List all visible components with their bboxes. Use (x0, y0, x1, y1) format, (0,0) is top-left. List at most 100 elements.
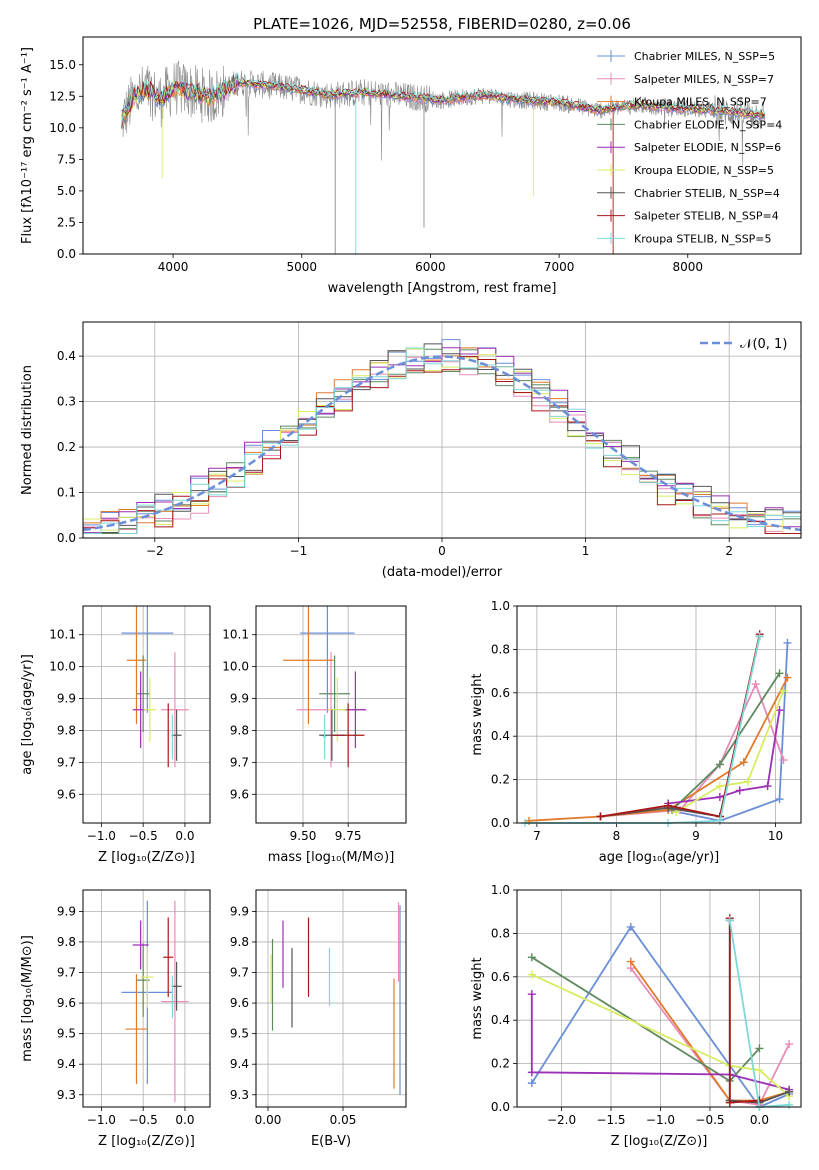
x-tick-label: −0.5 (129, 1113, 158, 1127)
x-tick-label: 8 (613, 829, 621, 843)
x-axis-label: E(B-V) (311, 1134, 351, 1149)
y-axis-label: age [log₁₀(age/yr)] (20, 654, 35, 775)
y-tick-label: 0.2 (57, 440, 76, 454)
mass-weight-point (751, 680, 760, 689)
residual-histogram: −2 −1 0 1 2 0.0 0.1 0.2 0.3 0.4 (data-model)/error… (20, 321, 802, 580)
y-tick-label: 0.6 (491, 686, 510, 700)
y-axis-label: mass weight (470, 673, 485, 755)
x-tick-label: 2 (725, 544, 733, 558)
legend-entry: Salpeter MILES, N_SSP=7 (634, 73, 774, 86)
x-tick-label: 6000 (415, 260, 446, 274)
figure-title: PLATE=1026, MJD=52558, FIBERID=0280, z=0… (253, 15, 631, 33)
x-tick-label: 0 (438, 544, 446, 558)
x-tick-label: 9.75 (335, 829, 362, 843)
mass-weight-point (763, 782, 772, 791)
legend-entry: Kroupa MILES, N_SSP=7 (634, 96, 767, 109)
y-tick-label: 0.4 (491, 1013, 510, 1027)
axes-frame (516, 605, 802, 824)
x-axis-label: wavelength [Angstrom, rest frame] (328, 281, 557, 296)
x-tick-label: 0.05 (330, 1113, 357, 1127)
mass-weight-series (531, 956, 761, 1083)
mass-weight-point (664, 801, 673, 810)
x-tick-label: 1 (582, 544, 590, 558)
mass-weight-point (743, 777, 752, 786)
mass-weight-point (596, 812, 605, 821)
y-tick-label: 10.1 (222, 628, 249, 642)
y-tick-label: 0.2 (491, 1057, 510, 1071)
mass-weight-point (735, 786, 744, 795)
mass-weight-point (775, 706, 784, 715)
y-tick-label: 0.3 (57, 395, 76, 409)
x-tick-label: −0.5 (129, 829, 158, 843)
x-tick-label: −1.0 (87, 1113, 116, 1127)
mass-weight-series (530, 994, 790, 1091)
x-tick-label: 10 (768, 829, 783, 843)
histogram-series (82, 348, 802, 538)
y-tick-label: 0.0 (57, 531, 76, 545)
x-tick-label: 4000 (158, 260, 189, 274)
errorbar-chart-5: −1.0 −0.5 0.0 9.3 9.4 9.5 9.6 9.7 9.8 9.9 Z [log₁₀… (20, 889, 211, 1149)
x-axis-label: Z [log₁₀(Z/Z⊙)] (98, 1134, 195, 1149)
y-tick-label: 9.7 (57, 755, 76, 769)
mass-weight-point (785, 1087, 794, 1096)
mass-weight-point (527, 970, 536, 979)
x-axis-label: age [log₁₀(age/yr)] (599, 850, 720, 865)
mass-weight-point (527, 953, 536, 962)
mass-weight-point (725, 1098, 734, 1107)
x-tick-label: 0.0 (750, 1113, 769, 1127)
mass-weight-point (783, 638, 792, 647)
spectrum-plot-area (121, 60, 766, 254)
legend-entry: Salpeter ELODIE, N_SSP=6 (634, 141, 781, 154)
y-tick-label: 0.0 (57, 247, 76, 261)
axes-frame (255, 889, 407, 1108)
x-tick-label: 5000 (286, 260, 317, 274)
y-tick-label: 2.5 (57, 215, 76, 229)
y-tick-label: 15.0 (49, 58, 76, 72)
mass-weight-series (531, 973, 790, 1097)
y-tick-label: 0.1 (57, 486, 76, 500)
y-tick-label: 9.9 (57, 904, 76, 918)
mass-weight-point (755, 1066, 764, 1075)
mass-weight-series (630, 967, 790, 1106)
y-tick-label: 9.5 (57, 1027, 76, 1041)
y-tick-label: 10.0 (222, 660, 249, 674)
mass-weight-series (531, 925, 790, 1109)
mass-weight-point (715, 792, 724, 801)
mass-weight-series (600, 681, 785, 818)
x-tick-label: −1.5 (596, 1113, 625, 1127)
y-tick-label: 10.0 (49, 660, 76, 674)
spectrum-model-line (121, 72, 766, 124)
x-tick-label: 0.00 (255, 1113, 282, 1127)
y-tick-label: 9.9 (57, 692, 76, 706)
y-tick-label: 1.0 (491, 883, 510, 897)
mass-weight-point (785, 1040, 794, 1049)
x-tick-label: 0.0 (175, 829, 194, 843)
mass-weight-point (785, 1100, 794, 1109)
mass-weight-point (775, 795, 784, 804)
y-tick-label: 9.4 (57, 1057, 76, 1071)
x-tick-label: 8000 (672, 260, 703, 274)
mass-weight-series (630, 961, 790, 1102)
mass-weight-point (715, 760, 724, 769)
mass-weight-point (779, 756, 788, 765)
mass-weight-series (667, 642, 789, 822)
axes-frame (82, 36, 802, 255)
y-tick-label: 10.1 (49, 628, 76, 642)
x-tick-label: −1 (290, 544, 308, 558)
y-axis-label: Normed distribution (20, 365, 35, 495)
mass-weight-point (527, 1079, 536, 1088)
x-tick-label: −1.0 (87, 829, 116, 843)
histogram-series (82, 356, 802, 538)
y-tick-label: 0.4 (491, 729, 510, 743)
axes-frame (82, 605, 211, 824)
x-tick-label: 7000 (544, 260, 575, 274)
mass-weight-point (783, 673, 792, 682)
x-axis-label: Z [log₁₀(Z/Z⊙)] (611, 1134, 708, 1149)
y-tick-label: 10.0 (49, 121, 76, 135)
plot-area (270, 902, 401, 1095)
errorbar-chart-2: −1.0 −0.5 0.0 9.6 9.7 9.8 9.9 10.0 10.1 Z [log₁₀(… (20, 605, 211, 865)
y-tick-label: 9.7 (230, 755, 249, 769)
mass-weight-chart-4: 7 8 9 10 0.0 0.2 0.4 0.6 0.8 1.0 age [log₁₀(age/yr… (470, 599, 802, 865)
mass-weight-series (600, 634, 761, 818)
